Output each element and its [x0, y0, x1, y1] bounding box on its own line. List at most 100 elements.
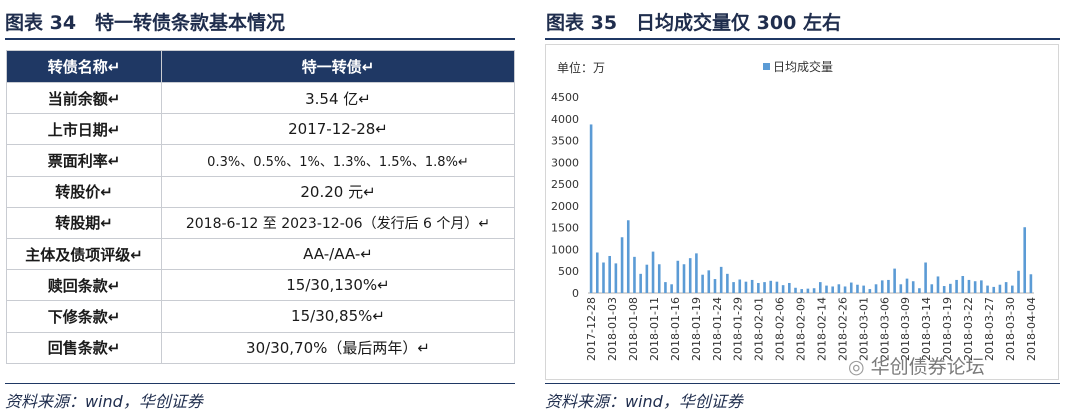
header-name-cell: 转债名称↵ [6, 50, 162, 83]
bar [905, 278, 909, 293]
bar [800, 289, 804, 293]
table-row: 主体及债项评级↵ AA-/AA-↵ [6, 237, 515, 271]
left-panel-title: 图表 34 特一转债条款基本情况 [5, 12, 286, 34]
terms-table: 转债名称↵ 特一转债↵ 当前余额↵ 3.54 亿↵ 上市日期↵ 2017-12-28… [6, 50, 515, 364]
right-title-rule [545, 38, 1060, 40]
row-label: 赎回条款↵ [6, 269, 162, 302]
left-source-rule [5, 383, 515, 384]
table-row: 下修条款↵ 15/30,85%↵ [6, 300, 515, 333]
row-label: 下修条款↵ [6, 300, 162, 333]
bar [670, 284, 673, 293]
x-tick-label: 2018-02-06 [774, 297, 787, 361]
bar [818, 282, 822, 293]
bar [620, 237, 624, 293]
bar [645, 264, 649, 293]
bar [726, 273, 729, 293]
left-source-note: 资料来源：wind，华创证券 [5, 392, 203, 411]
table-row: 转股价↵ 20.20 元↵ [6, 175, 515, 208]
bar [701, 274, 704, 293]
bar [1029, 274, 1033, 293]
x-tick-label: 2018-01-16 [669, 297, 682, 361]
y-tick-label: 4000 [551, 113, 579, 126]
row-label: 转股价↵ [6, 175, 162, 208]
bar [936, 276, 940, 293]
bar [918, 288, 921, 293]
bar [942, 286, 946, 293]
x-tick-label: 2018-02-14 [815, 297, 828, 361]
x-tick-label: 2018-01-08 [627, 297, 640, 361]
table-row: 当前余额↵ 3.54 亿↵ [6, 81, 515, 115]
x-tick-label: 2018-03-27 [983, 297, 996, 361]
x-tick-label: 2018-02-09 [795, 297, 808, 361]
y-tick-label: 2000 [551, 200, 579, 213]
bar [856, 284, 859, 293]
bar [812, 288, 816, 293]
bar [769, 280, 773, 293]
x-tick-label: 2018-01-29 [732, 297, 745, 361]
bar [998, 284, 1002, 293]
bar [806, 288, 810, 293]
right-source-note: 资料来源：wind，华创证券 [545, 392, 743, 411]
row-label: 回售条款↵ [6, 331, 162, 364]
y-tick-label: 3500 [551, 135, 579, 148]
x-tick-label: 2018-03-19 [941, 297, 954, 361]
bar [707, 270, 711, 293]
wechat-icon: ◎ [848, 356, 871, 378]
bar [688, 258, 692, 293]
bar [757, 282, 760, 293]
x-tick-label: 2018-03-01 [857, 297, 870, 361]
bar [732, 282, 735, 293]
bar [868, 289, 872, 293]
bar [893, 268, 896, 293]
y-tick-label: 4500 [551, 91, 579, 104]
bar [911, 281, 915, 293]
table-row: 转股期↵ 2018-6-12 至 2023-12-06（发行后 6 个月）↵ [6, 206, 515, 239]
y-tick-label: 500 [558, 265, 579, 278]
bar [843, 286, 847, 293]
row-value: 3.54 亿↵ [161, 81, 515, 115]
row-label: 票面利率↵ [6, 144, 162, 177]
bar [695, 253, 698, 293]
bar [880, 280, 884, 293]
bar [874, 284, 878, 293]
bar [980, 280, 983, 293]
row-value: 30/30,70%（最后两年）↵ [161, 331, 515, 364]
row-label: 当前余额↵ [6, 81, 162, 115]
bar [794, 287, 797, 293]
bar [992, 286, 996, 293]
right-panel-title: 图表 35 日均成交量仅 300 左右 [546, 12, 841, 34]
bar [664, 282, 667, 293]
bar [657, 264, 661, 293]
table-row: 票面利率↵ 0.3%、0.5%、1%、1.3%、1.5%、1.8%↵ [6, 144, 515, 177]
x-tick-label: 2018-03-09 [899, 297, 912, 361]
x-tick-label: 2018-01-11 [648, 297, 661, 361]
bar [955, 279, 958, 293]
bar [775, 281, 779, 293]
bar [781, 285, 785, 293]
bar [633, 256, 636, 293]
bar [961, 276, 965, 293]
watermark: ◎ 华创债券论坛 [848, 352, 985, 379]
bar [967, 279, 971, 293]
bar [608, 255, 611, 293]
bar [750, 279, 754, 293]
watermark-text: 华创债券论坛 [870, 356, 985, 378]
bar [924, 262, 927, 293]
row-label: 主体及债项评级↵ [6, 237, 162, 271]
x-tick-label: 2018-03-06 [878, 297, 891, 361]
right-source-rule [545, 383, 1060, 384]
x-tick-label: 2018-03-14 [920, 297, 933, 361]
x-tick-label: 2018-04-04 [1025, 297, 1038, 361]
x-tick-label: 2018-02-01 [753, 297, 766, 361]
bar [899, 284, 903, 293]
bar [713, 279, 717, 293]
header-value-cell: 特一转债↵ [161, 50, 515, 83]
bar [1011, 285, 1014, 293]
bar [595, 252, 599, 293]
x-tick-label: 2018-01-19 [690, 297, 703, 361]
bar [831, 286, 834, 293]
table-row: 赎回条款↵ 15/30,130%↵ [6, 269, 515, 302]
bar [837, 284, 841, 293]
row-value: AA-/AA-↵ [161, 237, 515, 271]
